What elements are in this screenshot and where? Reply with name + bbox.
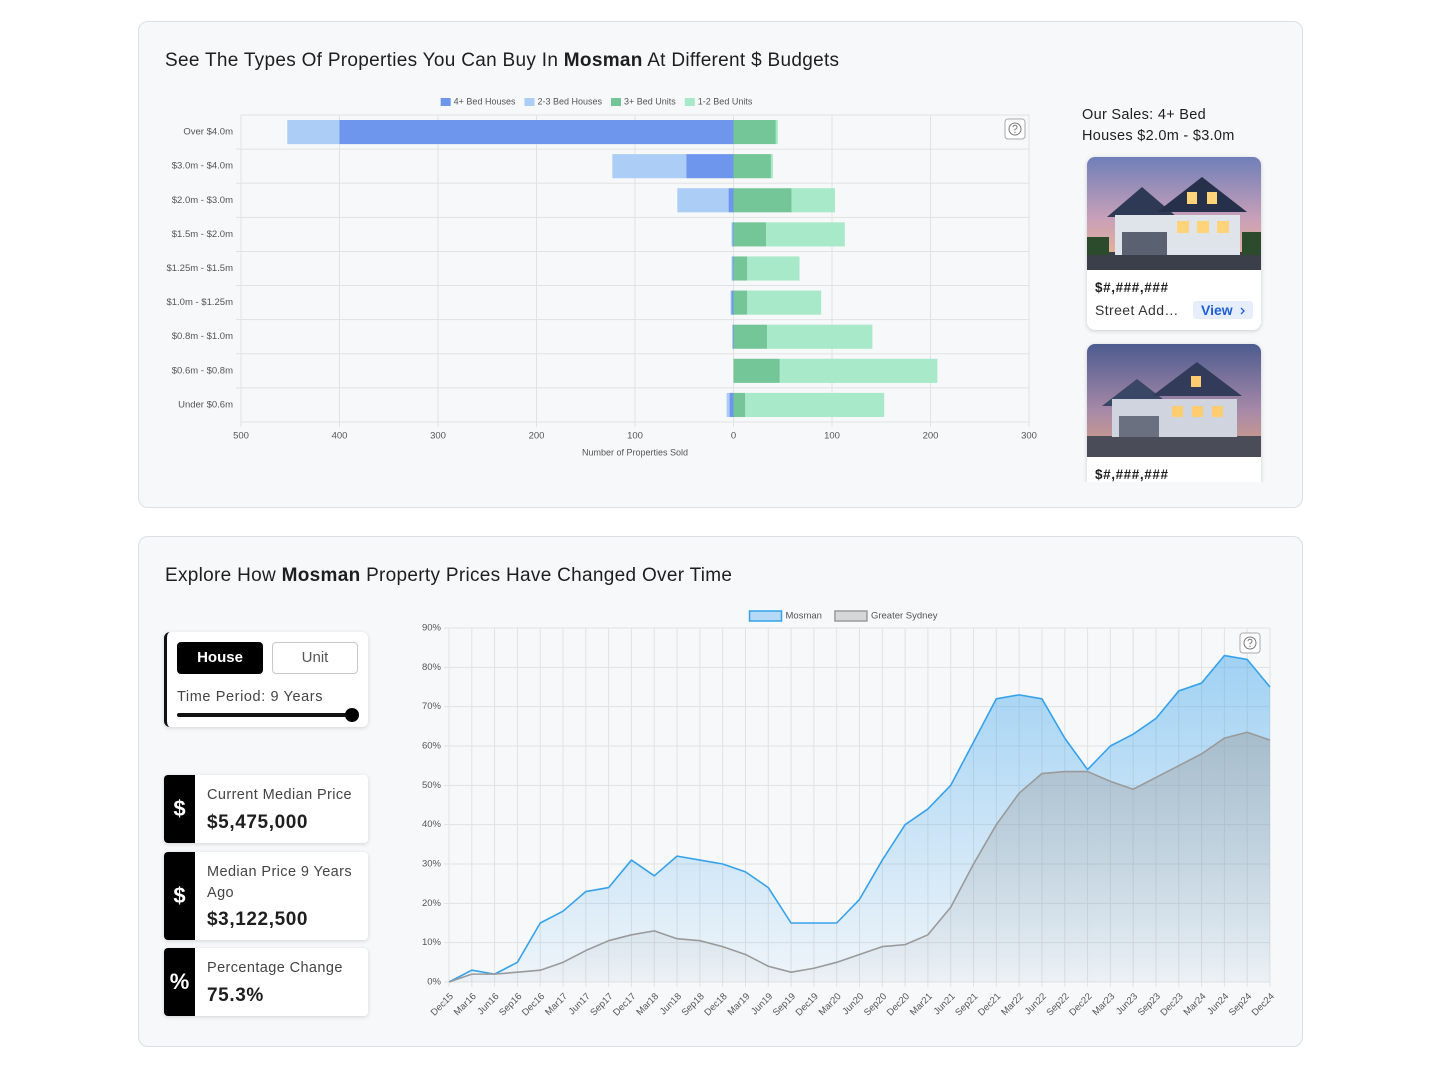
listing-image bbox=[1087, 344, 1261, 457]
listing-price: $#,###,### bbox=[1095, 467, 1169, 482]
stat-card: $ Median Price 9 Years Ago $3,122,500 bbox=[164, 852, 368, 940]
title-location: Mosman bbox=[563, 50, 643, 71]
stat-card: % Percentage Change 75.3% bbox=[164, 948, 368, 1016]
section-title: Explore How Mosman Property Prices Have … bbox=[165, 565, 732, 587]
stat-label: Current Median Price bbox=[207, 787, 352, 803]
sales-panel: Our Sales: 4+ Bed Houses $2.0m - $3.0m $… bbox=[1082, 105, 1267, 482]
stat-label: Median Price 9 Years Ago bbox=[207, 864, 353, 901]
type-button[interactable]: Unit bbox=[272, 642, 358, 674]
stat-icon: $ bbox=[164, 852, 195, 940]
listing-image bbox=[1087, 157, 1261, 270]
stat-icon: % bbox=[164, 948, 195, 1016]
stat-value: 75.3% bbox=[207, 985, 264, 1006]
type-button[interactable]: House bbox=[177, 642, 263, 674]
stat-card: $ Current Median Price $5,475,000 bbox=[164, 775, 368, 843]
chevron-icon bbox=[1240, 307, 1245, 315]
controls-card: House Unit Time Period: 9 Years bbox=[164, 632, 368, 727]
section-title: See The Types Of Properties You Can Buy … bbox=[165, 50, 839, 72]
slider-track[interactable] bbox=[177, 713, 353, 717]
title-location: Mosman bbox=[281, 565, 361, 586]
view-label: View bbox=[1201, 302, 1233, 318]
title-text: Property Prices Have Changed Over Time bbox=[366, 565, 733, 586]
sales-heading: Our Sales: 4+ Bed Houses $2.0m - $3.0m bbox=[1082, 107, 1235, 144]
title-text: Explore How bbox=[165, 565, 277, 586]
view-button[interactable]: View bbox=[1193, 301, 1253, 319]
listing-price: $#,###,### bbox=[1095, 280, 1169, 295]
title-text: See The Types Of Properties You Can Buy … bbox=[165, 50, 559, 71]
title-text: At Different $ Budgets bbox=[647, 50, 840, 71]
listing-card[interactable]: $#,###,### Street Add… View bbox=[1087, 157, 1261, 330]
stat-value: $5,475,000 bbox=[207, 812, 309, 833]
stat-icon: $ bbox=[164, 775, 195, 843]
listing-address: Street Add… bbox=[1095, 302, 1179, 318]
slider-knob[interactable] bbox=[345, 708, 359, 722]
time-period-label: Time Period: 9 Years bbox=[177, 689, 324, 705]
listing-card[interactable]: $#,###,### bbox=[1087, 344, 1261, 482]
stat-value: $3,122,500 bbox=[207, 909, 309, 930]
stat-label: Percentage Change bbox=[207, 960, 343, 976]
